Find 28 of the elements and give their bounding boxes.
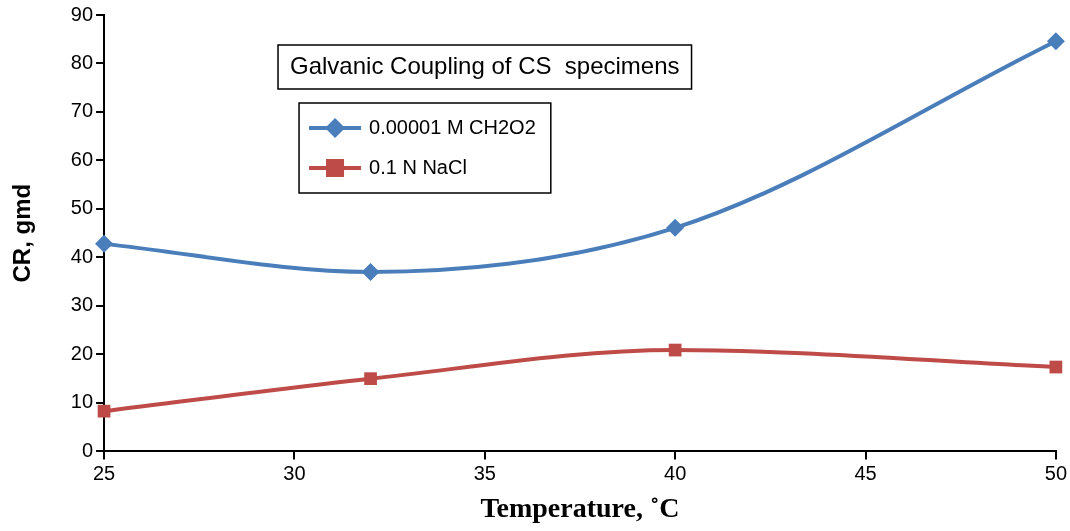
legend-label: 0.1 N NaCl	[369, 155, 467, 178]
y-tick-label: 90	[70, 2, 94, 25]
y-tick-label: 60	[70, 147, 94, 170]
y-tick-label: 0	[81, 438, 94, 461]
x-tick-label: 40	[664, 461, 687, 484]
point	[364, 372, 377, 386]
y-tick-label: 10	[70, 390, 94, 413]
y-tick-label: 30	[70, 293, 94, 316]
legend-label: 0.00001 M CH2O2	[369, 115, 536, 138]
point	[97, 404, 111, 418]
y-tick-label: 50	[70, 196, 94, 219]
x-tick-label: 50	[1044, 461, 1067, 484]
y-tick-label: 70	[70, 99, 94, 122]
x-tick-label: 45	[854, 461, 877, 484]
x-tick-label: 30	[283, 461, 306, 484]
y-tick-label: 80	[70, 51, 94, 73]
y-tick-label: 40	[70, 244, 94, 267]
point	[1046, 32, 1065, 51]
y-tick-label: 20	[70, 341, 94, 364]
point	[668, 343, 682, 357]
y-axis-title: CR, gmd	[8, 183, 36, 283]
x-tick-label: 35	[473, 461, 496, 484]
x-tick-label: 25	[92, 461, 116, 484]
point	[666, 218, 685, 237]
text: Galvanic Coupling of CS specimens	[290, 51, 680, 79]
point	[95, 234, 114, 253]
x-axis-title: Temperature, ˚C	[480, 492, 680, 524]
point	[361, 262, 380, 281]
